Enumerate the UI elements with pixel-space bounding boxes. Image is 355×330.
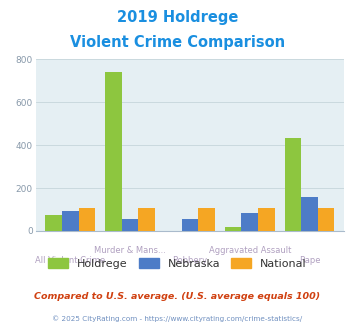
Bar <box>318 208 334 231</box>
Bar <box>225 227 241 231</box>
Text: Robbery: Robbery <box>173 256 207 265</box>
Text: Violent Crime Comparison: Violent Crime Comparison <box>70 35 285 50</box>
Bar <box>301 197 318 231</box>
Bar <box>62 211 79 231</box>
Text: Compared to U.S. average. (U.S. average equals 100): Compared to U.S. average. (U.S. average … <box>34 292 321 301</box>
Bar <box>258 208 275 231</box>
Bar <box>105 72 122 231</box>
Text: Aggravated Assault: Aggravated Assault <box>208 246 291 255</box>
Text: Rape: Rape <box>299 256 320 265</box>
Text: Murder & Mans...: Murder & Mans... <box>94 246 166 255</box>
Legend: Holdrege, Nebraska, National: Holdrege, Nebraska, National <box>48 258 307 269</box>
Text: © 2025 CityRating.com - https://www.cityrating.com/crime-statistics/: © 2025 CityRating.com - https://www.city… <box>53 316 302 322</box>
Bar <box>182 219 198 231</box>
Bar <box>45 215 62 231</box>
Bar <box>138 208 155 231</box>
Bar <box>122 219 138 231</box>
Bar <box>198 208 215 231</box>
Bar <box>241 213 258 231</box>
Bar <box>79 208 95 231</box>
Text: All Violent Crime: All Violent Crime <box>35 256 105 265</box>
Text: 2019 Holdrege: 2019 Holdrege <box>117 10 238 25</box>
Bar <box>285 138 301 231</box>
